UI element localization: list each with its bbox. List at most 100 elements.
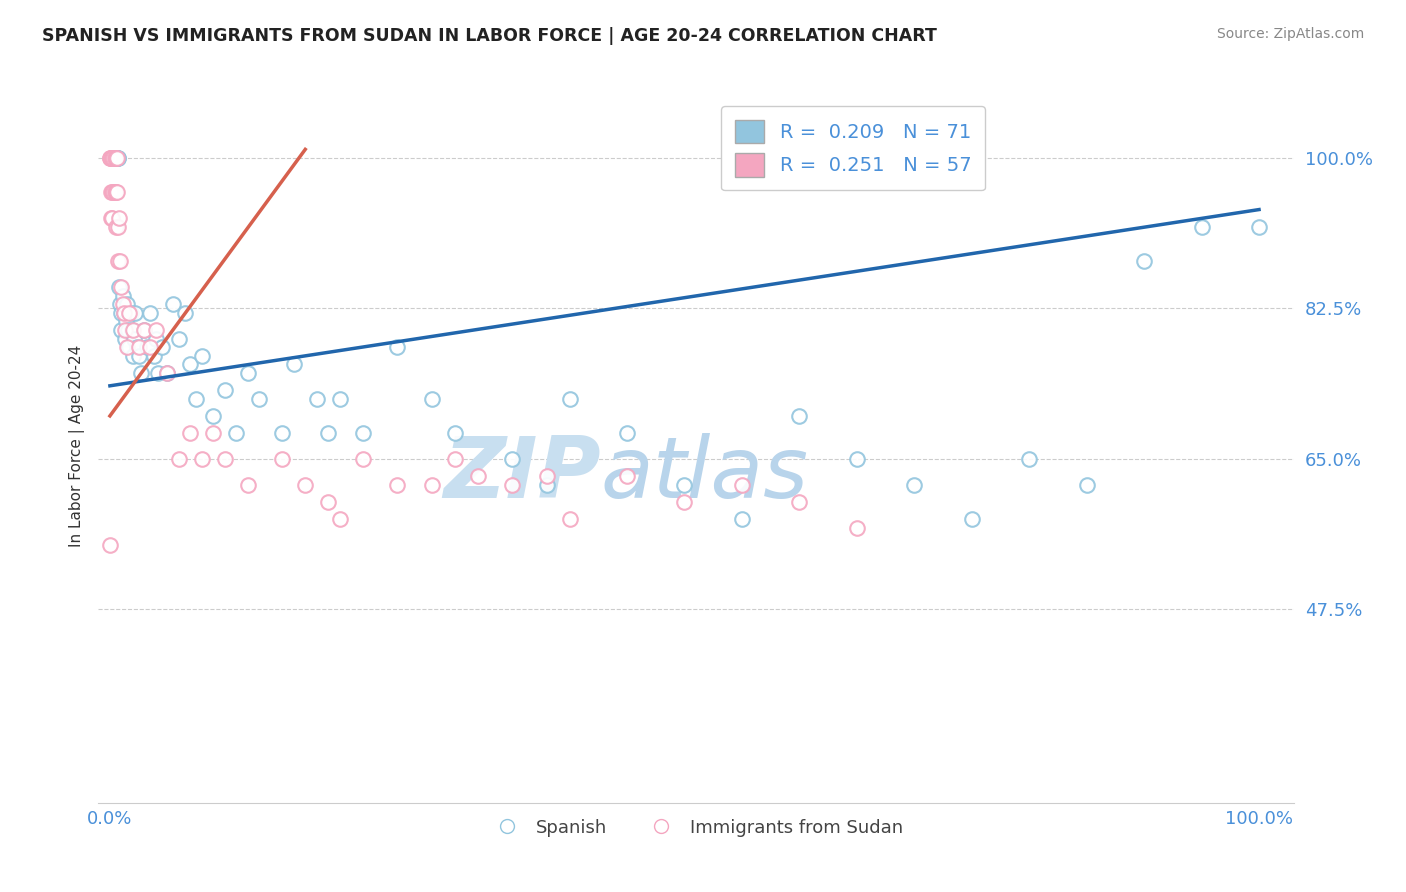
- Point: [115, 297, 138, 311]
- Text: ZIP: ZIP: [443, 433, 600, 516]
- Point: [167, 332, 190, 346]
- Point: [114, 332, 136, 346]
- Point: [110, 254, 132, 268]
- Point: [128, 349, 150, 363]
- Point: [536, 477, 558, 491]
- Point: [142, 349, 165, 363]
- Point: [101, 186, 124, 200]
- Point: [420, 477, 443, 491]
- Point: [111, 297, 134, 311]
- Point: [122, 349, 145, 363]
- Point: [214, 451, 236, 466]
- Point: [110, 306, 132, 320]
- Point: [156, 366, 179, 380]
- Point: [167, 451, 190, 466]
- Point: [118, 340, 141, 354]
- Point: [673, 477, 696, 491]
- Point: [103, 186, 125, 200]
- Point: [316, 426, 339, 441]
- Point: [112, 306, 135, 320]
- Point: [558, 392, 581, 406]
- Point: [103, 151, 125, 165]
- Point: [352, 426, 374, 441]
- Point: [173, 306, 195, 320]
- Point: [145, 332, 167, 346]
- Point: [202, 426, 225, 441]
- Point: [107, 151, 129, 165]
- Point: [501, 477, 523, 491]
- Point: [115, 314, 138, 328]
- Point: [107, 219, 129, 234]
- Point: [162, 297, 184, 311]
- Point: [110, 280, 132, 294]
- Point: [108, 280, 131, 294]
- Text: SPANISH VS IMMIGRANTS FROM SUDAN IN LABOR FORCE | AGE 20-24 CORRELATION CHART: SPANISH VS IMMIGRANTS FROM SUDAN IN LABO…: [42, 27, 936, 45]
- Point: [110, 297, 132, 311]
- Point: [294, 477, 316, 491]
- Point: [120, 306, 142, 320]
- Point: [731, 477, 754, 491]
- Text: atlas: atlas: [600, 433, 808, 516]
- Point: [202, 409, 225, 423]
- Point: [107, 151, 129, 165]
- Point: [134, 323, 156, 337]
- Point: [129, 366, 152, 380]
- Point: [105, 151, 128, 165]
- Point: [467, 469, 489, 483]
- Point: [139, 306, 162, 320]
- Point: [1247, 219, 1270, 234]
- Y-axis label: In Labor Force | Age 20-24: In Labor Force | Age 20-24: [69, 345, 84, 547]
- Point: [104, 151, 127, 165]
- Point: [225, 426, 247, 441]
- Point: [122, 332, 145, 346]
- Text: Source: ZipAtlas.com: Source: ZipAtlas.com: [1216, 27, 1364, 41]
- Point: [184, 392, 207, 406]
- Point: [134, 323, 156, 337]
- Point: [673, 495, 696, 509]
- Point: [128, 340, 150, 354]
- Point: [103, 151, 125, 165]
- Point: [98, 538, 121, 552]
- Point: [118, 306, 141, 320]
- Point: [145, 323, 167, 337]
- Point: [98, 151, 121, 165]
- Point: [135, 340, 157, 354]
- Point: [214, 383, 236, 397]
- Point: [100, 151, 122, 165]
- Point: [112, 306, 135, 320]
- Point: [110, 323, 132, 337]
- Point: [107, 254, 129, 268]
- Point: [124, 306, 146, 320]
- Point: [329, 512, 352, 526]
- Point: [114, 323, 136, 337]
- Point: [1018, 451, 1040, 466]
- Point: [103, 186, 125, 200]
- Point: [789, 495, 811, 509]
- Point: [101, 151, 124, 165]
- Point: [100, 211, 122, 226]
- Point: [271, 451, 294, 466]
- Point: [122, 323, 145, 337]
- Point: [103, 151, 125, 165]
- Point: [316, 495, 339, 509]
- Point: [191, 349, 214, 363]
- Point: [148, 366, 170, 380]
- Point: [558, 512, 581, 526]
- Point: [1133, 254, 1156, 268]
- Point: [139, 340, 162, 354]
- Point: [111, 288, 134, 302]
- Point: [271, 426, 294, 441]
- Point: [247, 392, 270, 406]
- Point: [101, 151, 124, 165]
- Point: [103, 151, 125, 165]
- Point: [845, 521, 868, 535]
- Point: [156, 366, 179, 380]
- Point: [101, 211, 124, 226]
- Point: [105, 151, 128, 165]
- Point: [329, 392, 352, 406]
- Point: [352, 451, 374, 466]
- Point: [420, 392, 443, 406]
- Point: [305, 392, 328, 406]
- Point: [127, 340, 149, 354]
- Point: [179, 357, 201, 371]
